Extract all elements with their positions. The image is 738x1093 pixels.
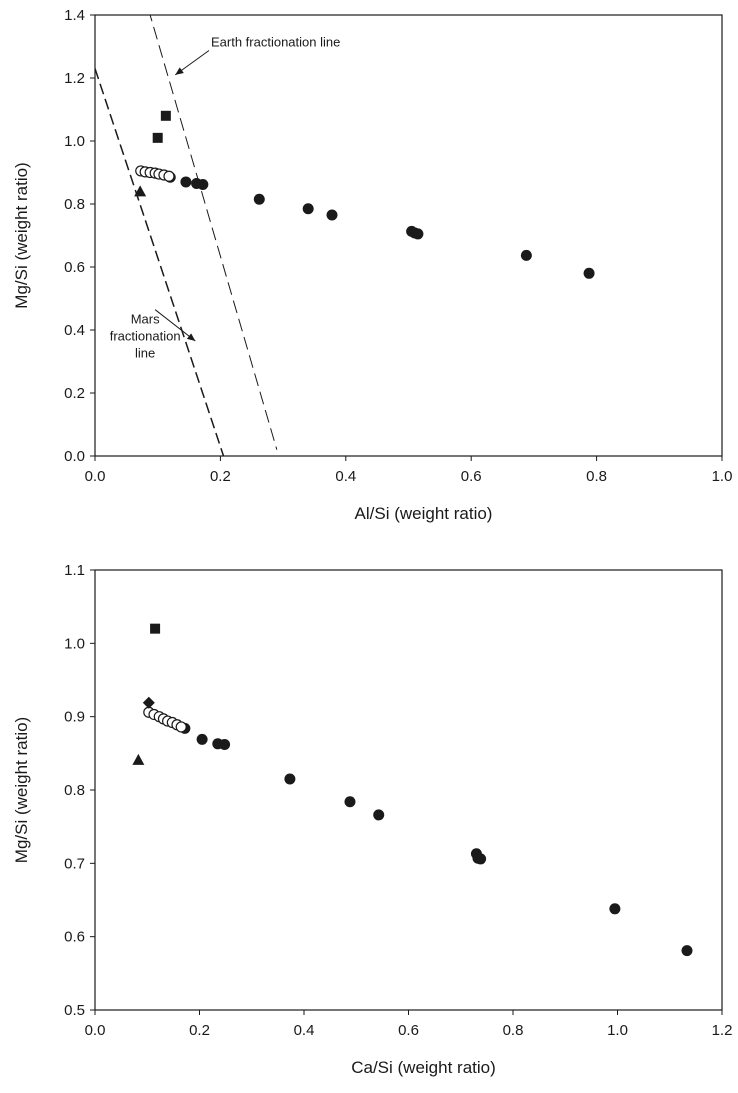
y-tick-label: 0.8 (64, 196, 85, 213)
filled-square-point (152, 132, 163, 143)
filled-circle-point (197, 178, 209, 190)
y-tick-label: 0.4 (64, 322, 85, 339)
annotation-2: Mars fractionation line (110, 312, 181, 361)
open-circle-point (175, 721, 187, 733)
filled-circle-point (475, 853, 487, 865)
chart-1: 0.0 0.2 0.4 0.6 0.8 1.0 0.0 0.2 0.4 0.6 0.8 1.0 1.2 1… (12, 7, 732, 523)
filled-triangle-point (134, 185, 147, 197)
y-tick-label: 0.6 (64, 259, 85, 276)
filled-circle-point (284, 773, 296, 785)
x-axis-label: Ca/Si (weight ratio) (351, 1058, 496, 1077)
filled-triangle-point (132, 753, 145, 765)
x-tick-label: 0.2 (189, 1022, 210, 1039)
x-tick-label: 1.2 (712, 1022, 733, 1039)
y-tick-label: 1.0 (64, 635, 85, 652)
annotation-1: Earth fractionation line (211, 35, 340, 50)
x-tick-label: 0.6 (461, 468, 482, 485)
x-tick-label: 0.8 (586, 468, 607, 485)
filled-circle-point (302, 203, 314, 215)
filled-circle-point (681, 945, 693, 957)
x-tick-label: 0.2 (210, 468, 231, 485)
filled-diamond-point (142, 696, 155, 709)
x-tick-label: 0.6 (398, 1022, 419, 1039)
filled-circle-point (219, 739, 231, 751)
y-tick-label: 1.2 (64, 70, 85, 87)
y-tick-label: 1.1 (64, 562, 85, 579)
filled-circle-point (196, 733, 208, 745)
x-tick-label: 0.4 (335, 468, 356, 485)
fractionation-line-2 (95, 68, 225, 456)
plot-frame (94, 14, 723, 457)
annotation-arrowhead (186, 333, 196, 342)
x-tick-label: 1.0 (607, 1022, 628, 1039)
filled-circle-point (583, 267, 595, 279)
y-tick-label: 0.9 (64, 709, 85, 726)
y-tick-label: 0.5 (64, 1002, 85, 1019)
filled-circle-point (326, 209, 338, 221)
y-tick-label: 0.8 (64, 782, 85, 799)
x-tick-label: 0.4 (294, 1022, 315, 1039)
filled-circle-point (253, 193, 265, 205)
annotation-arrow-line (154, 309, 196, 342)
annotation-arrowhead (175, 67, 184, 75)
fractionation-line-1 (149, 15, 278, 450)
filled-circle-point (180, 176, 192, 188)
filled-square-point (150, 623, 161, 634)
x-tick-label: 0.8 (503, 1022, 524, 1039)
filled-circle-point (373, 809, 385, 821)
filled-square-point (160, 110, 171, 121)
x-tick-label: 0.0 (85, 1022, 106, 1039)
x-axis-label: Al/Si (weight ratio) (355, 504, 493, 523)
y-axis-label: Mg/Si (weight ratio) (12, 717, 31, 863)
filled-circle-point (412, 228, 424, 240)
chart-2: 0.0 0.2 0.4 0.6 0.8 1.0 1.2 0.5 0.6 0.7 0.8 0.9 1.0 1… (12, 562, 732, 1077)
y-tick-label: 1.4 (64, 7, 85, 24)
y-axis-label: Mg/Si (weight ratio) (12, 162, 31, 308)
y-tick-label: 0.2 (64, 385, 85, 402)
filled-circle-point (344, 796, 356, 808)
y-tick-label: 1.0 (64, 133, 85, 150)
open-circle-point (163, 170, 175, 182)
plot-frame (94, 569, 723, 1011)
filled-circle-point (609, 903, 621, 915)
y-tick-label: 0.6 (64, 929, 85, 946)
x-tick-label: 1.0 (712, 468, 733, 485)
x-tick-label: 0.0 (85, 468, 106, 485)
filled-circle-point (520, 249, 532, 261)
y-tick-label: 0.7 (64, 855, 85, 872)
y-tick-label: 0.0 (64, 448, 85, 465)
